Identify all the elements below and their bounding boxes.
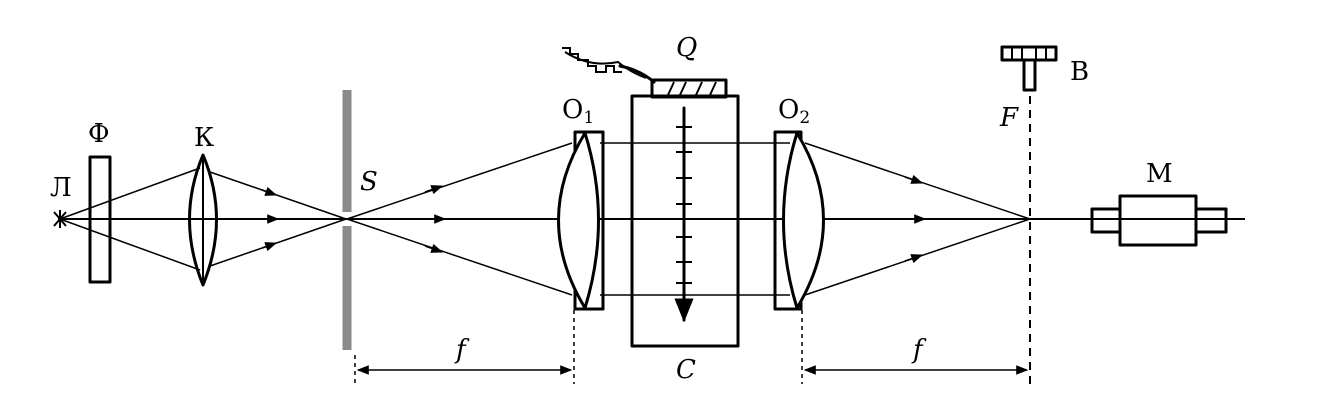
slit-label: S xyxy=(360,167,378,197)
focal-length-dimension-2 xyxy=(801,310,1029,384)
objective-lens-1 xyxy=(557,130,605,311)
cuvette-label: C xyxy=(676,355,696,385)
focal-length-2-label: f xyxy=(911,335,927,365)
rays-to-focus xyxy=(804,142,1031,296)
screw-label: В xyxy=(1070,57,1089,87)
focal-length-dimension-1 xyxy=(354,310,575,384)
filter-label: Ф xyxy=(88,119,110,149)
rays-to-lens-1 xyxy=(346,142,573,296)
condenser-lens xyxy=(188,153,218,287)
focal-length-1-label: f xyxy=(454,335,470,365)
rays-to-slit xyxy=(59,167,347,271)
lens-1-label: O1 xyxy=(562,95,594,128)
heater-label: Q xyxy=(676,33,697,63)
filter-plate xyxy=(88,155,112,284)
screw-icon xyxy=(1000,45,1058,92)
heater-element xyxy=(562,47,728,99)
microscope-label: М xyxy=(1146,159,1173,189)
cuvette xyxy=(630,94,740,348)
microscope-icon xyxy=(1090,194,1228,247)
lens-2-label: O2 xyxy=(778,95,810,128)
lamp-label: Л xyxy=(50,173,72,203)
focal-plane-label: F xyxy=(999,103,1019,133)
objective-lens-2 xyxy=(773,130,825,311)
condenser-label: К xyxy=(194,123,214,153)
